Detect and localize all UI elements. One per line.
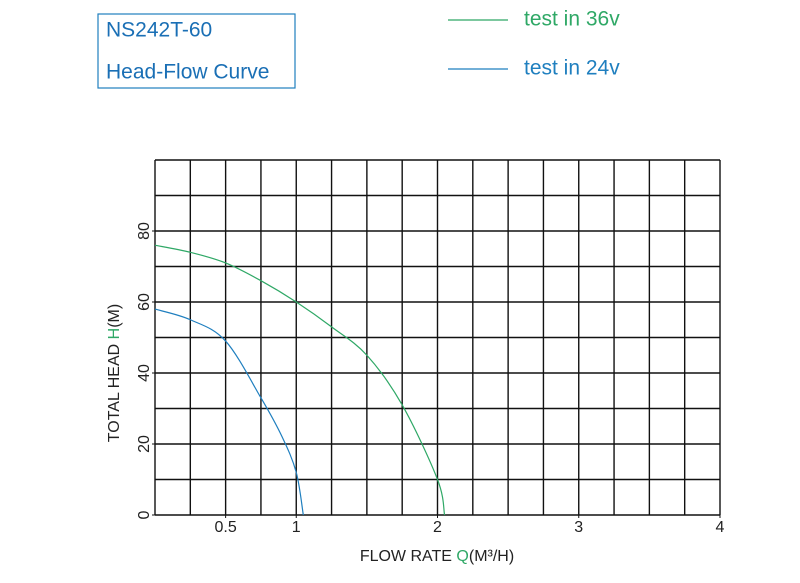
series-line xyxy=(154,244,446,516)
x-axis-label: FLOW RATE Q(M³/H) xyxy=(360,548,514,565)
legend-label: test in 24v xyxy=(524,57,620,80)
x-label-part: FLOW RATE xyxy=(360,548,457,565)
y-axis-label: TOTAL HEAD H(M) xyxy=(106,304,123,442)
x-tick-label: 2 xyxy=(433,519,442,536)
chart-subtitle: Head-Flow Curve xyxy=(106,61,269,84)
y-tick-label: 40 xyxy=(136,364,153,382)
y-tick-label: 20 xyxy=(136,435,153,453)
x-label-part: (M³/H) xyxy=(469,548,514,565)
y-label-part: (M) xyxy=(106,304,123,328)
x-tick-label: 1 xyxy=(292,519,301,536)
y-tick-label: 80 xyxy=(136,222,153,240)
y-label-part: H xyxy=(106,328,123,340)
x-label-part: Q xyxy=(456,548,468,565)
x-tick-label: 0.5 xyxy=(215,519,237,536)
legend-label: test in 36v xyxy=(524,8,620,31)
x-tick-label: 3 xyxy=(574,519,583,536)
y-label-part: TOTAL HEAD xyxy=(106,339,123,442)
chart-title: NS242T-60 xyxy=(106,19,212,42)
series-line xyxy=(154,308,304,516)
x-tick-label: 4 xyxy=(716,519,725,536)
y-tick-label: 0 xyxy=(136,510,153,519)
title-box xyxy=(97,13,296,89)
y-tick-label: 60 xyxy=(136,293,153,311)
